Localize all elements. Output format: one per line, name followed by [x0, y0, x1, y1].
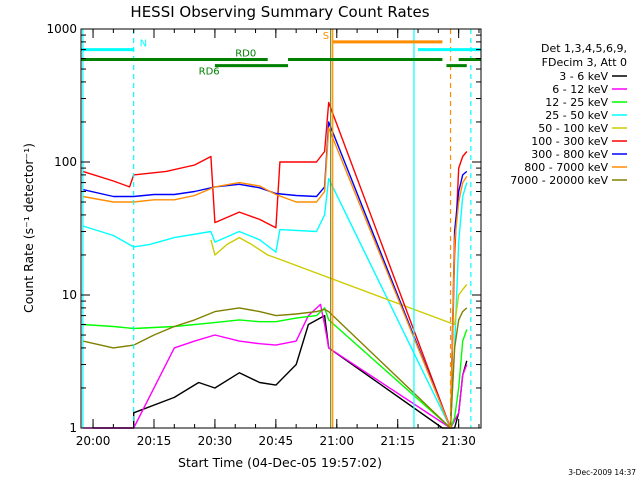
legend-entry-6: 300 - 800 keV: [531, 148, 608, 161]
plot-area: [82, 101, 468, 429]
series-line-8: [82, 307, 468, 429]
series-line-2: [82, 307, 468, 429]
chart-title: HESSI Observing Summary Count Rates: [130, 3, 429, 21]
series-line-0: [93, 314, 468, 429]
legend-entry-5: 100 - 300 keV: [531, 135, 608, 148]
annotation-layer: N S RD0 RD6: [81, 29, 481, 428]
x-axis-label: Start Time (04-Dec-05 19:57:02): [178, 455, 382, 470]
x-tick-label-2: 20:30: [198, 434, 233, 448]
x-tick-label-6: 21:30: [441, 434, 476, 448]
legend-header-line-2: FDecim 3, Att 0: [542, 56, 627, 69]
legend-entry-4: 50 - 100 keV: [538, 122, 608, 135]
x-tick-label-5: 21:15: [380, 434, 415, 448]
flag-label-s: S: [323, 31, 329, 42]
legend-entry-2: 12 - 25 keV: [545, 96, 608, 109]
legend-header-line-1: Det 1,3,4,5,6,9,: [541, 42, 627, 55]
legend-entry-3: 25 - 50 keV: [545, 109, 608, 122]
series-line-6: [82, 121, 468, 429]
series-line-4: [210, 236, 468, 326]
series-line-7: [82, 127, 468, 429]
flag-label-rd0: RD0: [235, 48, 256, 59]
legend-entry-0: 3 - 6 keV: [559, 70, 608, 83]
timestamp: 3-Dec-2009 14:37: [568, 468, 636, 477]
x-tick-label-0: 20:00: [76, 434, 111, 448]
x-tick-label-3: 20:45: [259, 434, 294, 448]
y-tick-label-2: 100: [54, 155, 77, 169]
plot-frame: [80, 28, 482, 429]
y-axis-label: Count Rate (s⁻¹ detector⁻¹): [21, 143, 36, 313]
legend-entry-8: 7000 - 20000 keV: [510, 174, 608, 187]
axes: 1 10 100 1000 20:00 20:15 20:30 20:45 21:00 21:15…: [46, 22, 482, 448]
y-tick-label-0: 1: [69, 421, 77, 435]
legend-entry-7: 800 - 7000 keV: [524, 161, 608, 174]
legend: Det 1,3,4,5,6,9, FDecim 3, Att 0 3 - 6 k…: [510, 42, 627, 187]
y-tick-label-3: 1000: [46, 22, 77, 36]
legend-entry-1: 6 - 12 keV: [552, 83, 608, 96]
flag-label-n: N: [140, 39, 147, 50]
x-tick-label-4: 21:00: [319, 434, 354, 448]
series-line-5: [82, 101, 468, 429]
flag-label-rd6: RD6: [199, 67, 220, 78]
x-tick-label-1: 20:15: [137, 434, 172, 448]
y-tick-label-1: 10: [62, 288, 77, 302]
